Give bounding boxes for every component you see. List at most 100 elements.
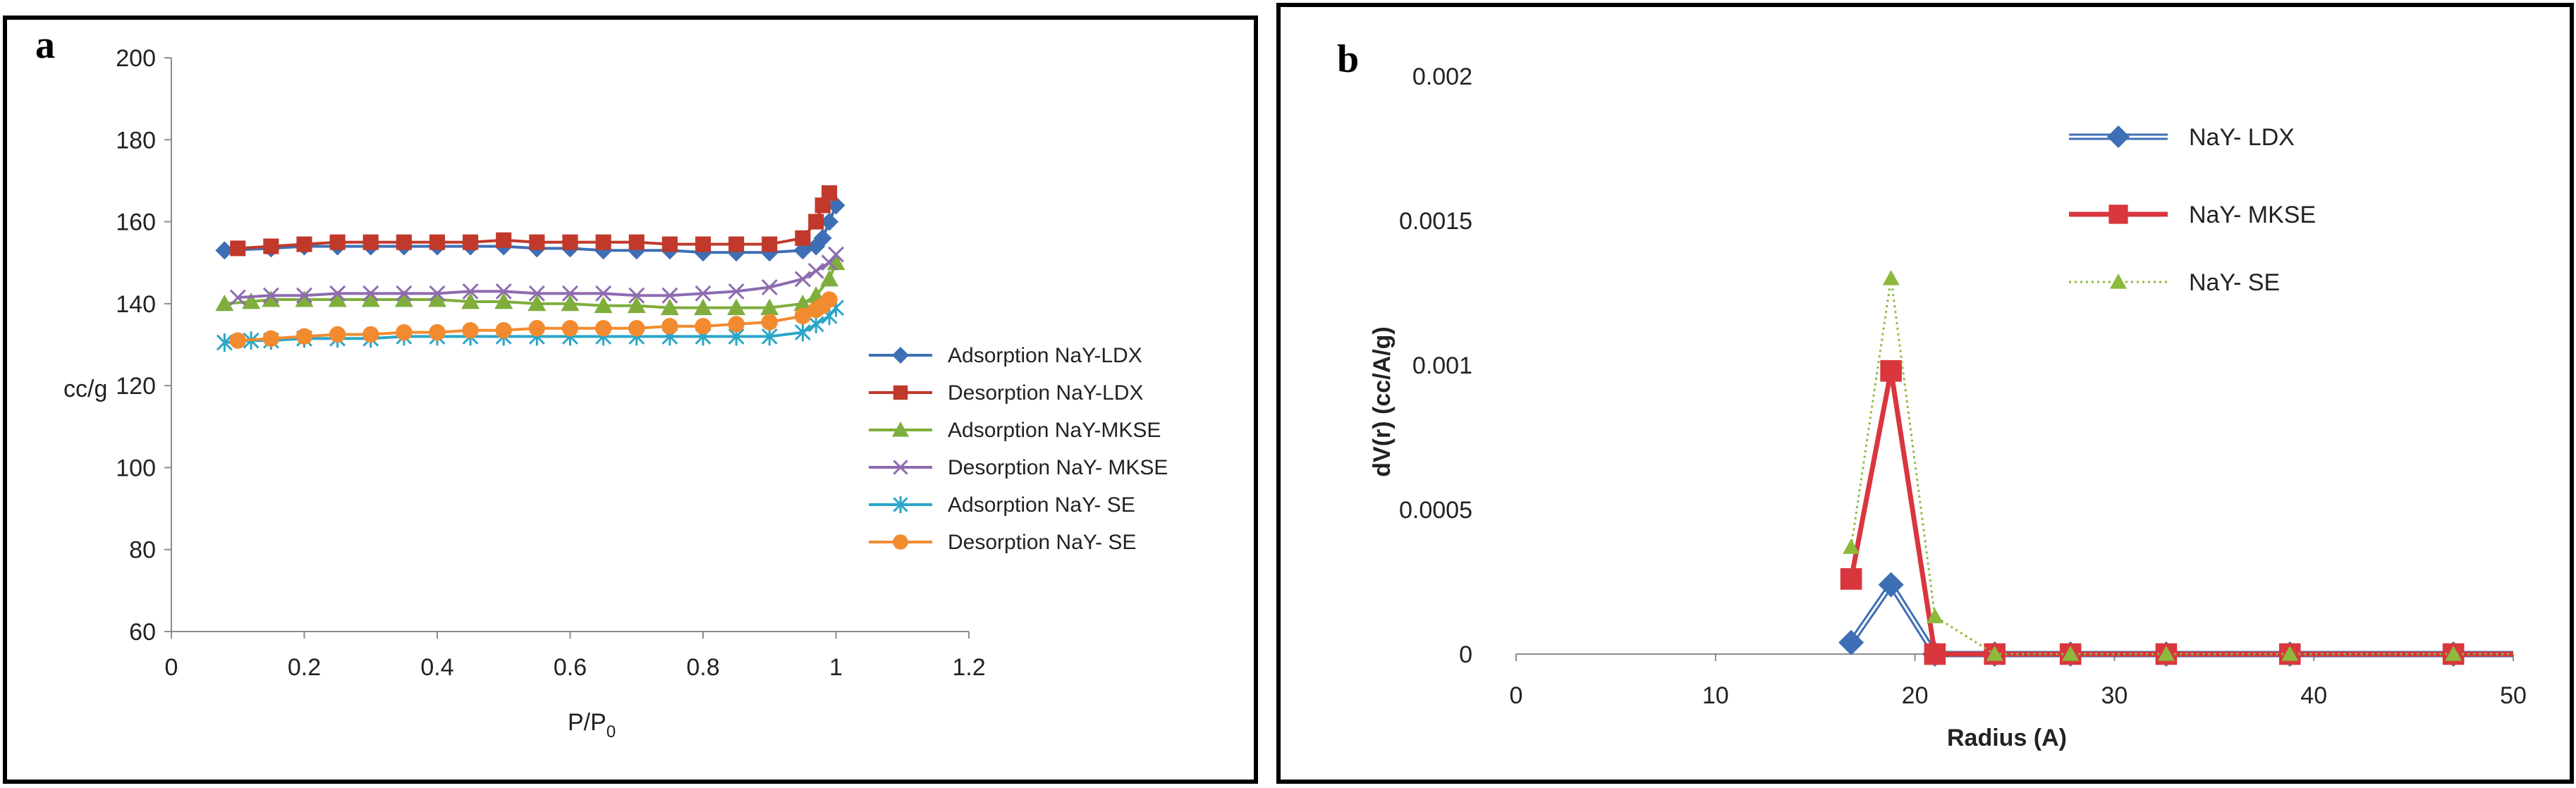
series-line-a	[224, 307, 838, 345]
data-point-b	[1878, 572, 1904, 598]
x-tick-label-a: 0	[165, 654, 178, 681]
data-point-a	[296, 236, 312, 252]
data-point-a	[527, 294, 547, 312]
data-point-a	[795, 230, 811, 246]
data-point-a	[813, 228, 832, 247]
data-point-a	[695, 318, 712, 335]
data-point-a	[628, 234, 645, 250]
legend-marker-a	[893, 496, 908, 513]
series-a-1	[230, 185, 838, 257]
legend-marker-a	[893, 460, 908, 475]
data-point-a	[494, 292, 513, 309]
data-point-a	[461, 292, 480, 309]
legend-marker-b	[2110, 273, 2127, 289]
data-point-a	[229, 332, 246, 349]
data-point-b	[1838, 629, 1864, 655]
y-tick-label-a: 100	[116, 455, 156, 481]
legend-label-a: Adsorption NaY-MKSE	[948, 419, 1161, 442]
data-point-a	[462, 283, 479, 300]
data-point-a	[394, 290, 413, 307]
x-tick-label-b: 40	[2300, 682, 2327, 709]
data-point-a	[215, 294, 234, 312]
data-point-a	[561, 294, 580, 312]
data-point-a	[528, 320, 546, 337]
data-point-a	[820, 269, 839, 287]
y-tick-label-b: 0.0015	[1399, 208, 1472, 235]
legend-marker-a	[893, 385, 908, 400]
data-point-a	[529, 234, 545, 250]
legend-label-a: Adsorption NaY-LDX	[948, 344, 1142, 367]
data-point-b	[2281, 646, 2299, 661]
series-a-5	[229, 291, 838, 349]
data-point-a	[463, 234, 479, 250]
data-point-a	[821, 254, 838, 271]
data-point-a	[807, 262, 824, 279]
data-point-a	[428, 290, 446, 307]
data-point-a	[794, 271, 811, 288]
x-tick-label-a: 0.6	[554, 654, 587, 681]
data-point-b	[2062, 646, 2080, 661]
data-point-a	[329, 326, 346, 343]
data-point-a	[429, 234, 446, 250]
data-point-a	[628, 320, 645, 337]
data-point-a	[627, 296, 646, 314]
data-point-a	[362, 285, 379, 302]
data-point-a	[528, 285, 545, 302]
chart-a-svg: a 0 0.2 0.4 0.6 0.8 1 1.2 60 80 100 120 140 160 180 20…	[35, 23, 1168, 741]
series-line-b-inner	[1850, 582, 2513, 655]
x-tick-label-b: 10	[1702, 682, 1729, 709]
data-point-a	[808, 214, 824, 230]
data-point-a	[595, 234, 611, 250]
data-point-a	[462, 321, 479, 339]
x-tick-label-a: 1.2	[952, 654, 985, 681]
series-b-1	[1840, 359, 2513, 665]
legend-label-b: NaY- LDX	[2189, 124, 2295, 151]
data-point-a	[361, 290, 380, 307]
x-axis-title-a: P/P0	[568, 709, 616, 741]
data-point-a	[262, 290, 281, 307]
legend-marker-a	[892, 421, 909, 437]
x-tick-label-a: 0.8	[686, 654, 719, 681]
panel-label-a: a	[35, 23, 55, 67]
legend-label-a: Desorption NaY- MKSE	[948, 456, 1168, 479]
legend-item-b: NaY- LDX	[2069, 124, 2295, 151]
data-point-a	[362, 234, 379, 250]
data-point-a	[762, 236, 778, 252]
data-point-a	[826, 196, 846, 215]
data-point-a	[429, 285, 446, 302]
data-point-a	[728, 316, 745, 333]
data-point-b	[2445, 646, 2462, 661]
panel-label-b: b	[1337, 37, 1359, 81]
data-point-a	[793, 294, 812, 312]
data-point-a	[761, 279, 778, 296]
data-point-b	[1840, 568, 1862, 590]
data-point-a	[328, 290, 347, 307]
x-tick-label-b: 20	[1902, 682, 1929, 709]
data-point-a	[230, 240, 246, 257]
data-point-b	[1843, 538, 1860, 554]
data-point-a	[396, 285, 413, 302]
data-point-a	[760, 298, 779, 316]
legend-item-a: Desorption NaY- SE	[869, 531, 1136, 554]
data-point-a	[495, 321, 512, 339]
x-tick-label-a: 0.4	[420, 654, 453, 681]
data-point-a	[595, 285, 612, 302]
legend-item-a: Desorption NaY- MKSE	[869, 456, 1168, 479]
data-point-a	[727, 298, 746, 316]
y-axis-title-b: dV(r) (cc/A/g)	[1369, 326, 1396, 476]
x-tick-label-b: 0	[1510, 682, 1523, 709]
legend-label-a: Desorption NaY- SE	[948, 531, 1136, 554]
data-point-a	[822, 185, 838, 201]
data-point-a	[362, 326, 379, 343]
data-point-a	[429, 324, 446, 341]
series-line-b	[1850, 278, 2513, 655]
data-point-a	[628, 287, 645, 304]
data-point-a	[396, 234, 412, 250]
legend-marker-b	[2108, 204, 2128, 224]
legend-item-a: Adsorption NaY- SE	[869, 493, 1135, 517]
data-point-a	[296, 287, 312, 304]
legend-item-b: NaY- SE	[2069, 269, 2280, 296]
data-point-a	[262, 330, 280, 347]
y-tick-label-a: 120	[116, 373, 156, 400]
data-point-a	[728, 283, 745, 300]
